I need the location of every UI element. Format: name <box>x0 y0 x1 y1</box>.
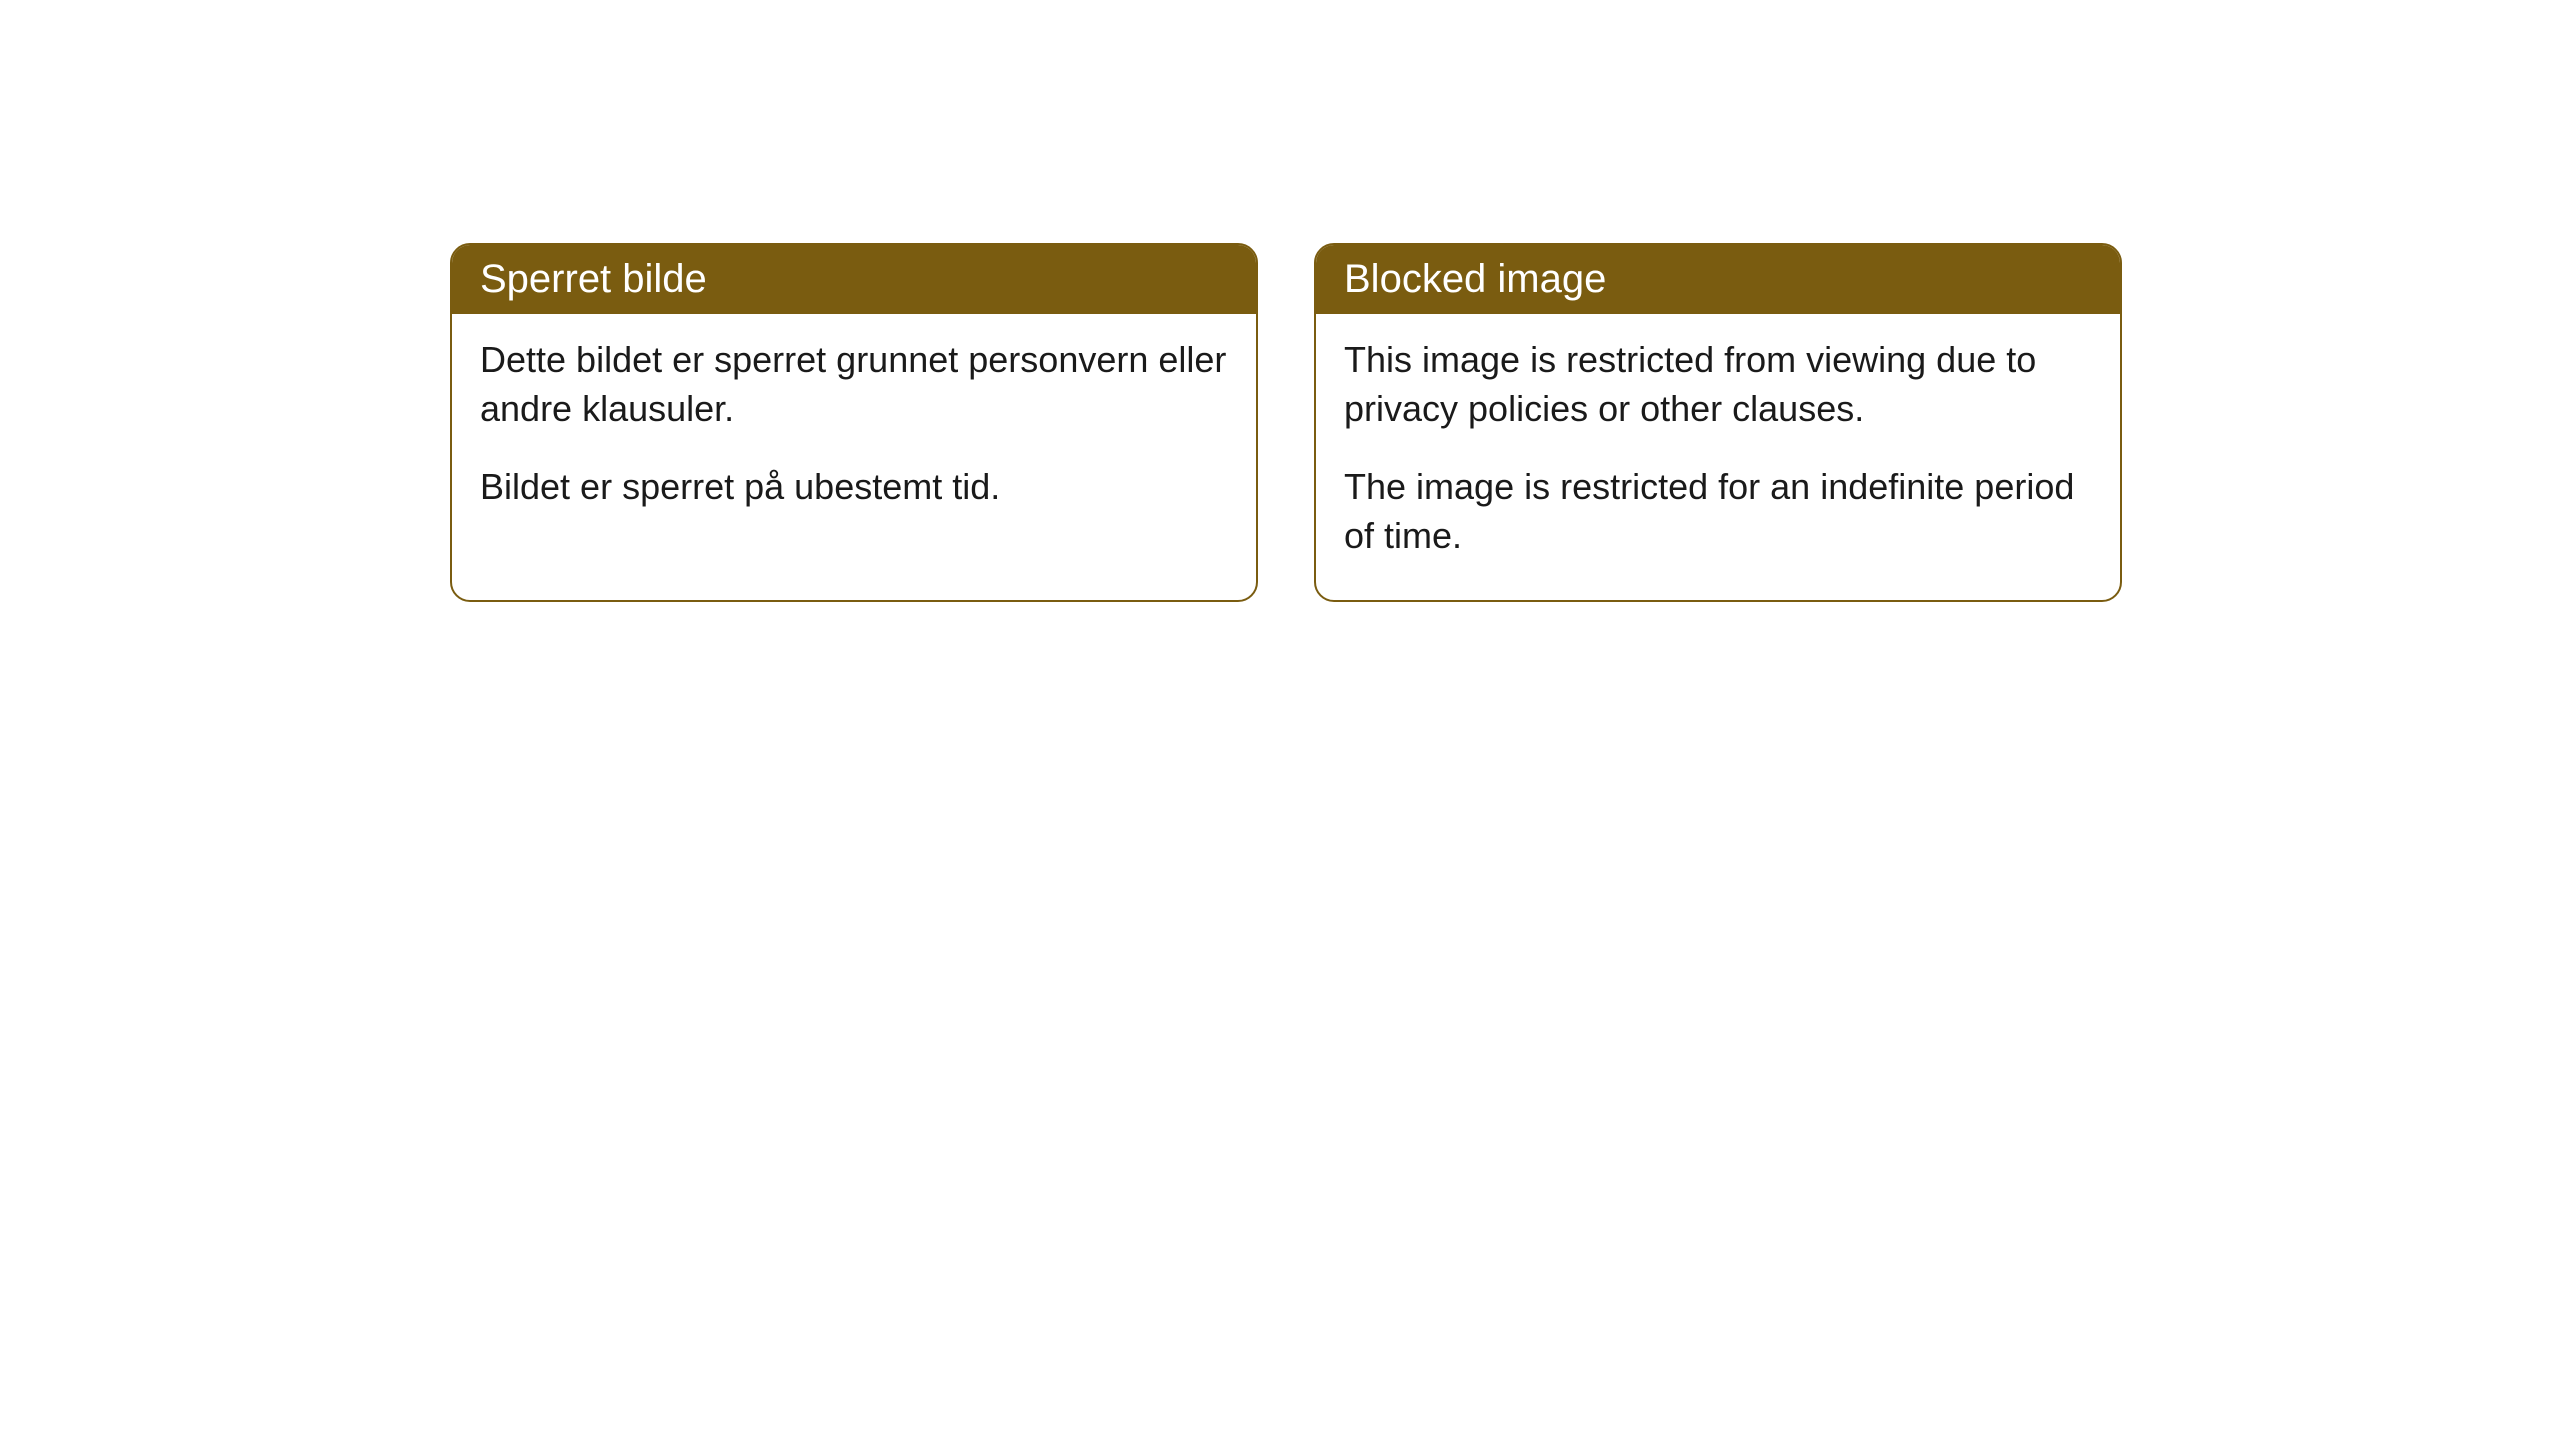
card-body: This image is restricted from viewing du… <box>1316 314 2120 600</box>
card-container: Sperret bilde Dette bildet er sperret gr… <box>0 0 2560 602</box>
card-paragraph: Bildet er sperret på ubestemt tid. <box>480 463 1228 512</box>
notice-card-norwegian: Sperret bilde Dette bildet er sperret gr… <box>450 243 1258 602</box>
card-paragraph: The image is restricted for an indefinit… <box>1344 463 2092 560</box>
card-title: Sperret bilde <box>452 245 1256 314</box>
card-paragraph: This image is restricted from viewing du… <box>1344 336 2092 433</box>
card-title: Blocked image <box>1316 245 2120 314</box>
notice-card-english: Blocked image This image is restricted f… <box>1314 243 2122 602</box>
card-paragraph: Dette bildet er sperret grunnet personve… <box>480 336 1228 433</box>
card-body: Dette bildet er sperret grunnet personve… <box>452 314 1256 552</box>
